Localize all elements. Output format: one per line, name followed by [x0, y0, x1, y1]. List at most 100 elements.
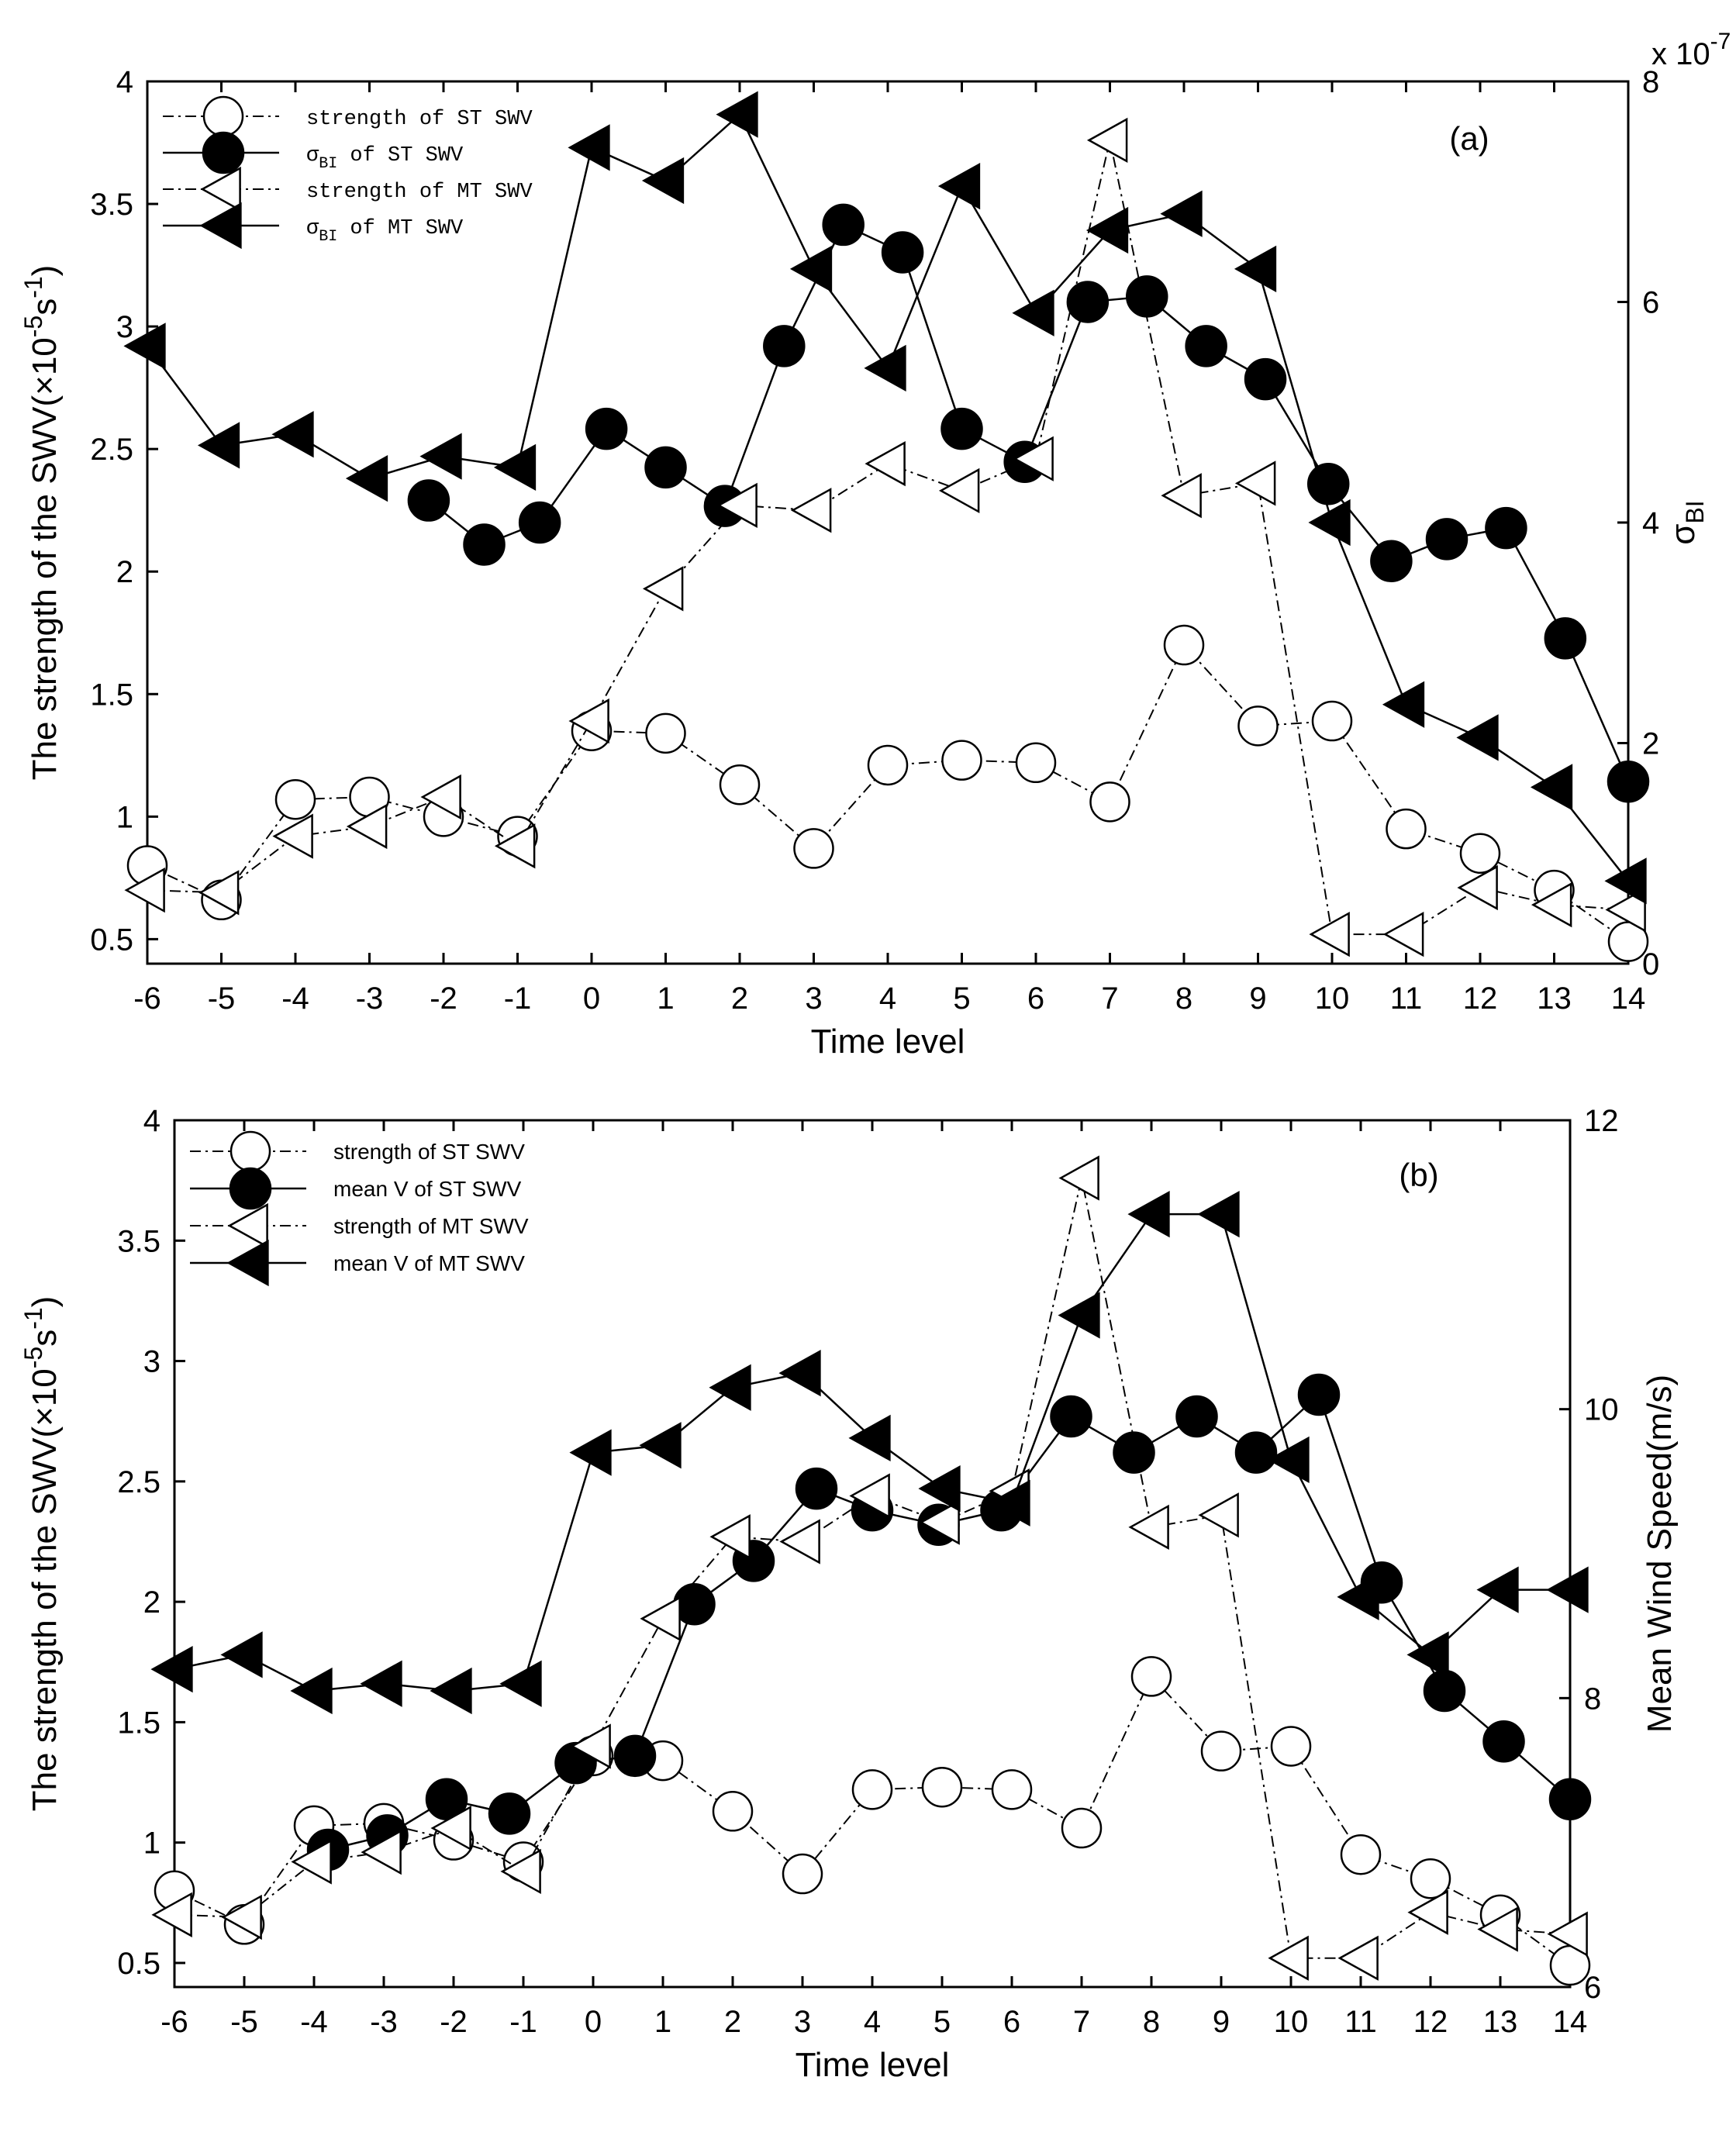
data-point	[1382, 681, 1425, 728]
x-tick-label: 10	[1274, 2005, 1309, 2039]
legend: strength of ST SWV mean V of ST SWV streng…	[190, 1130, 529, 1287]
x-tick-label: 11	[1390, 981, 1423, 1016]
x-tick-label: 7	[1101, 981, 1118, 1016]
data-point	[1200, 1730, 1242, 1771]
data-point	[851, 1769, 893, 1810]
data-point	[1309, 911, 1350, 957]
x-tick-label: -5	[208, 981, 236, 1016]
data-point	[494, 823, 536, 869]
data-point	[1267, 1436, 1310, 1484]
data-point	[938, 467, 980, 514]
legend-marker	[229, 1167, 272, 1210]
x-tick-label: -1	[509, 2005, 537, 2039]
data-point	[1270, 1726, 1312, 1767]
data-point	[518, 501, 561, 544]
x-tick-label: 3	[805, 981, 822, 1016]
data-point	[864, 344, 906, 392]
data-point	[1089, 781, 1130, 823]
data-point	[1477, 1906, 1518, 1952]
data-point	[940, 407, 983, 450]
data-point	[1607, 761, 1650, 803]
data-point	[778, 1349, 821, 1397]
data-point	[1013, 436, 1054, 481]
data-point	[1086, 117, 1128, 163]
legend-label: strength of MT SWV	[306, 181, 533, 204]
data-point	[1268, 1935, 1309, 1981]
data-point	[709, 1364, 751, 1411]
data-point	[151, 1892, 192, 1937]
data-point	[488, 1792, 531, 1835]
data-point	[1311, 700, 1353, 742]
x-tick-label: 5	[953, 981, 970, 1016]
data-point	[1546, 1566, 1589, 1613]
data-point	[1297, 1373, 1341, 1416]
data-point	[1160, 190, 1203, 237]
x-tick-label: 12	[1413, 2005, 1448, 2039]
data-point	[407, 479, 450, 522]
data-point	[1459, 833, 1501, 874]
data-point	[220, 1631, 263, 1678]
x-tick-label: -2	[430, 981, 457, 1016]
x-tick-label: -4	[300, 2005, 328, 2039]
data-point	[719, 764, 761, 806]
data-point	[1163, 624, 1205, 666]
x-tick-label: 6	[1027, 981, 1044, 1016]
data-point	[1127, 1190, 1170, 1238]
data-point	[570, 1723, 611, 1769]
series-0	[154, 1656, 1591, 1986]
x-tick-label: 1	[654, 2005, 671, 2039]
y-tick-label-left: 2.5	[117, 1465, 160, 1499]
data-point	[271, 411, 314, 458]
data-point	[795, 1467, 838, 1510]
data-point	[1406, 1631, 1449, 1678]
legend-marker	[226, 1239, 269, 1287]
x-tick-label: -5	[230, 2005, 258, 2039]
x-tick-label: 9	[1213, 2005, 1230, 2039]
x-tick-label: 6	[1003, 2005, 1020, 2039]
data-point	[1410, 1858, 1451, 1899]
data-point	[1015, 742, 1057, 784]
data-point	[937, 163, 981, 210]
legend-label: strength of MT SWV	[333, 1214, 529, 1238]
data-point	[1113, 1431, 1155, 1474]
data-point	[197, 422, 240, 469]
data-point	[613, 1734, 657, 1778]
data-point	[1425, 518, 1469, 561]
x-tick-label: 12	[1463, 981, 1498, 1016]
x-tick-label: 0	[583, 981, 600, 1016]
data-point	[1237, 705, 1279, 747]
data-point	[1061, 1807, 1103, 1849]
x-tick-label: 3	[794, 2005, 811, 2039]
x-tick-label: 5	[934, 2005, 951, 2039]
y-tick-label-left: 2	[116, 555, 133, 589]
data-point	[346, 803, 388, 850]
chart-panel-b: -6 -5 -4 -3 -2 -1 0 1 2 3 4 5 6 7 8 9 10 11 12 13 140.511.52…	[19, 1104, 1679, 2084]
series-2	[151, 1155, 1588, 1981]
data-point	[1604, 857, 1647, 905]
data-point	[822, 203, 865, 247]
data-point	[1337, 1573, 1379, 1621]
data-point	[1175, 1395, 1218, 1438]
data-point	[1482, 1720, 1525, 1763]
data-point	[865, 441, 906, 487]
y-tick-label-left: 1	[116, 800, 133, 834]
panel-label: (b)	[1399, 1157, 1438, 1193]
data-point	[1547, 1911, 1588, 1957]
y-axis-label-right: σBI	[1664, 500, 1709, 544]
series-line	[174, 1213, 1570, 1692]
data-point	[1337, 1935, 1379, 1981]
legend-marker	[200, 166, 241, 212]
y-tick-label-left: 3	[116, 310, 133, 344]
y-tick-label-right: 4	[1642, 506, 1659, 540]
data-point	[274, 778, 316, 820]
x-tick-label: 13	[1483, 2005, 1518, 2039]
data-point	[1476, 1566, 1519, 1613]
series-0	[126, 624, 1649, 962]
y-tick-label-right: 8	[1642, 65, 1659, 99]
y-tick-label-right: 8	[1584, 1682, 1601, 1716]
data-point	[1197, 1190, 1240, 1238]
data-point	[639, 1422, 682, 1469]
data-point	[642, 566, 684, 612]
data-point	[1126, 275, 1168, 318]
x-tick-label: 2	[724, 2005, 741, 2039]
